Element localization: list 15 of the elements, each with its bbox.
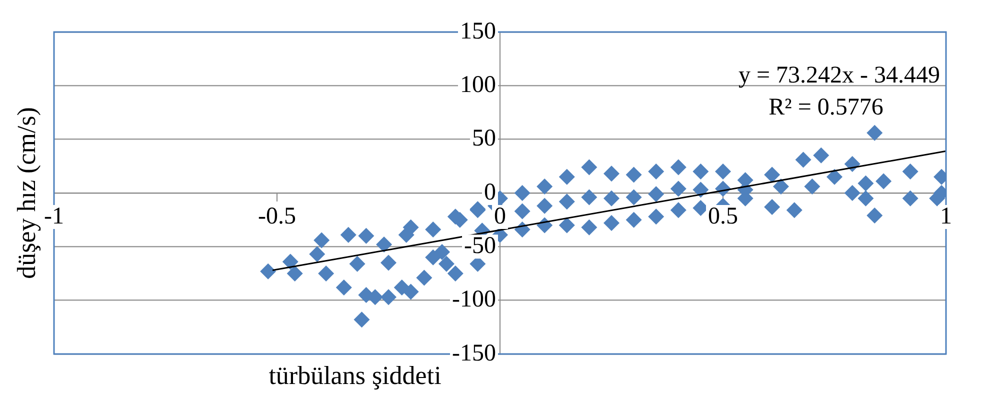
x-tick-label: -1 <box>44 203 64 230</box>
annotation: R² = 0.5776 <box>768 94 884 120</box>
y-tick-label: -50 <box>464 232 496 259</box>
y-tick-label: -150 <box>452 340 496 366</box>
y-tick-label: 0 <box>484 179 496 206</box>
x-tick-label: 1 <box>940 203 952 230</box>
x-tick-label: -0.5 <box>258 203 296 230</box>
y-tick-label: 100 <box>460 72 496 98</box>
x-tick-label: 0.5 <box>708 203 738 230</box>
y-axis-title: düşey hız (cm/s) <box>12 107 41 279</box>
y-tick-label: 50 <box>472 126 496 152</box>
annotation: y = 73.242x - 34.449 <box>738 62 940 88</box>
x-axis-title: türbülans şiddeti <box>268 360 442 390</box>
y-tick-label: -100 <box>452 286 496 313</box>
y-tick-label: 150 <box>460 18 496 44</box>
